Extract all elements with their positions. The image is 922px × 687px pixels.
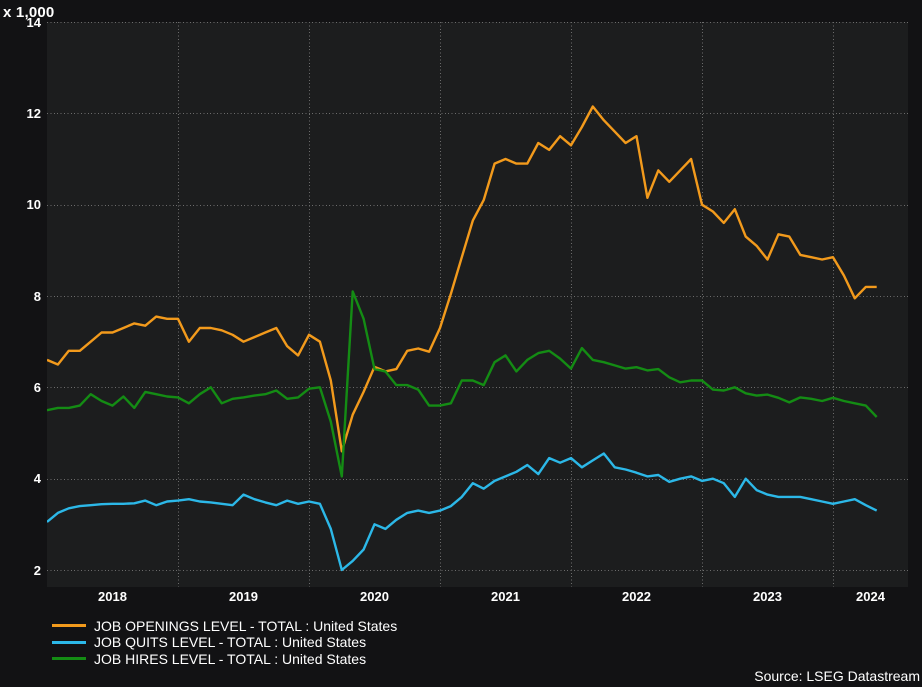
y-tick-label: 10 bbox=[26, 197, 41, 213]
y-tick-label: 6 bbox=[33, 379, 41, 395]
legend-swatch-job-openings bbox=[52, 624, 86, 627]
y-tick-label: 8 bbox=[33, 288, 41, 304]
legend-item-job-hires: JOB HIRES LEVEL - TOTAL : United States bbox=[52, 650, 366, 667]
series-line-job-openings bbox=[47, 105, 877, 453]
legend-label: JOB QUITS LEVEL - TOTAL : United States bbox=[94, 634, 367, 651]
series-line-job-quits bbox=[47, 452, 878, 572]
x-tick-label: 2024 bbox=[856, 589, 885, 604]
y-tick-label: 14 bbox=[26, 14, 41, 30]
source-credit: Source: LSEG Datastream bbox=[754, 668, 920, 684]
x-tick-label: 2020 bbox=[360, 589, 389, 604]
x-tick-label: 2019 bbox=[229, 589, 258, 604]
x-tick-label: 2022 bbox=[622, 589, 651, 604]
x-tick-label: 2023 bbox=[753, 589, 782, 604]
gridlines bbox=[47, 22, 908, 587]
legend-item-job-quits: JOB QUITS LEVEL - TOTAL : United States bbox=[52, 634, 366, 651]
chart-canvas bbox=[47, 22, 908, 587]
x-tick-label: 2021 bbox=[491, 589, 520, 604]
y-tick-label: 2 bbox=[33, 562, 41, 578]
plot-area bbox=[47, 22, 908, 587]
legend-label: JOB HIRES LEVEL - TOTAL : United States bbox=[94, 650, 367, 667]
legend-swatch-job-hires bbox=[52, 657, 86, 661]
y-axis-units-label: x 1,000 bbox=[3, 4, 55, 21]
legend-label: JOB OPENINGS LEVEL - TOTAL : United Stat… bbox=[94, 617, 398, 634]
legend-item-job-openings: JOB OPENINGS LEVEL - TOTAL : United Stat… bbox=[52, 617, 397, 634]
y-tick-label: 4 bbox=[33, 471, 41, 487]
series-line-job-hires bbox=[47, 290, 878, 478]
x-tick-label: 2018 bbox=[98, 589, 127, 604]
y-tick-label: 12 bbox=[26, 105, 41, 121]
legend-swatch-job-quits bbox=[52, 640, 86, 644]
